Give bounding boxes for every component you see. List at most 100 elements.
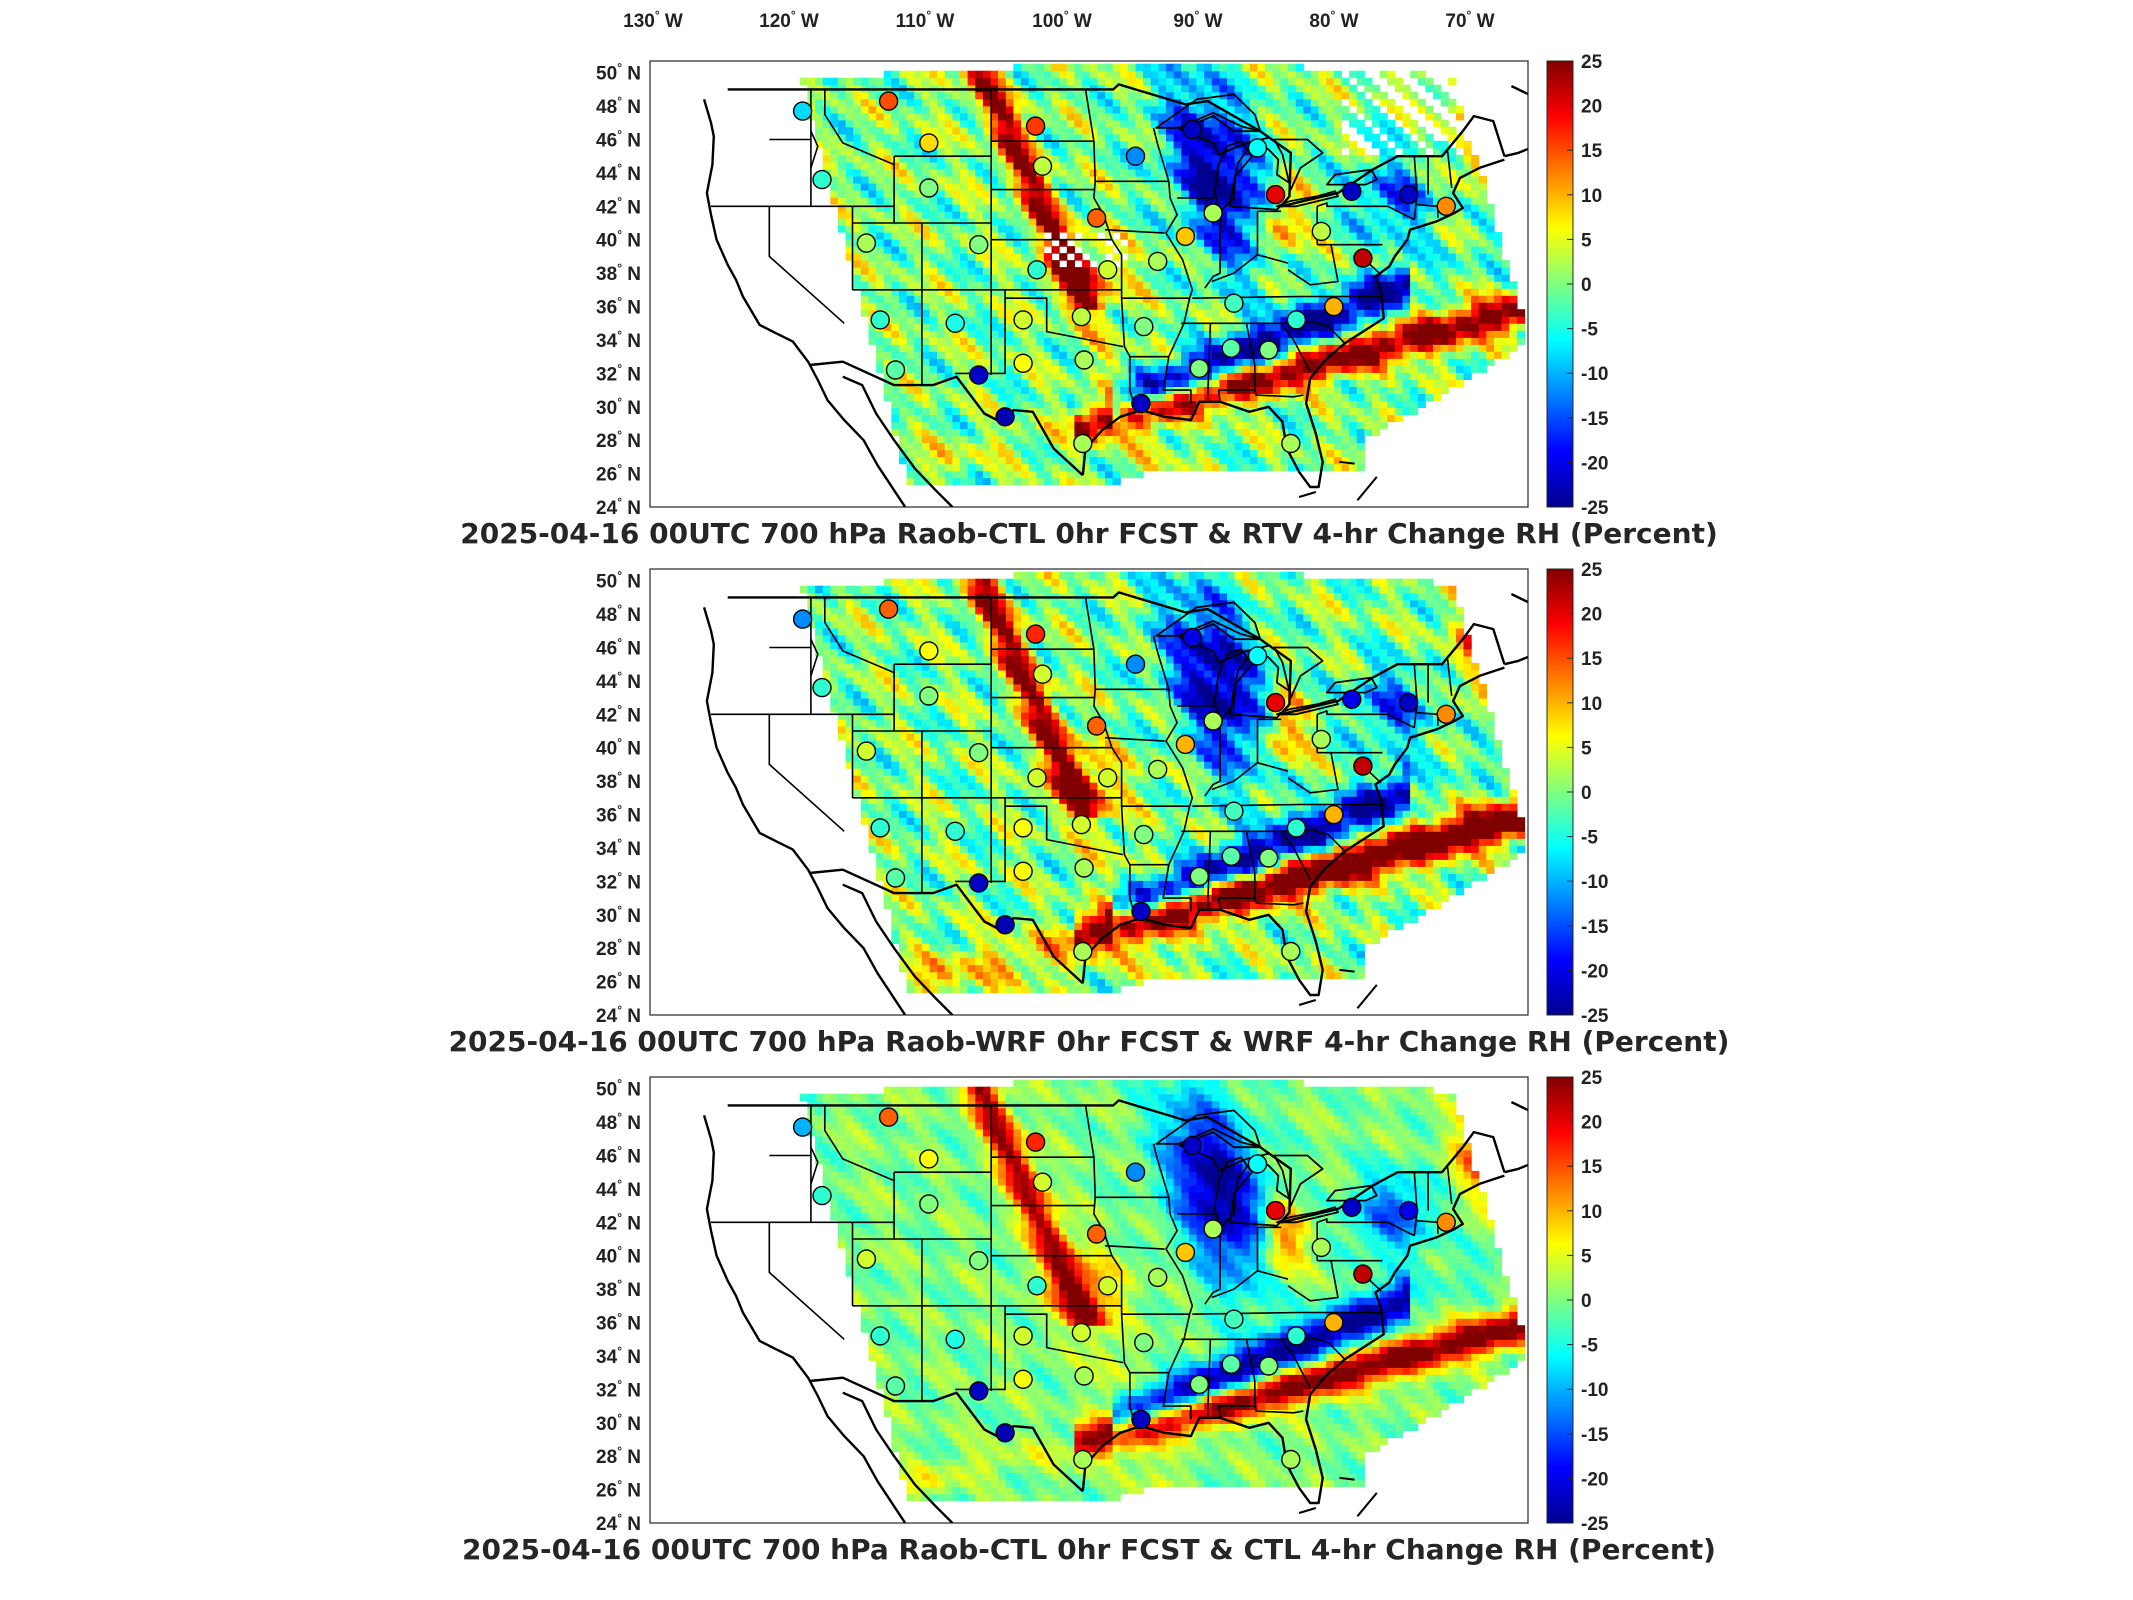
station-marker (1203, 203, 1223, 223)
station-marker (1189, 358, 1210, 379)
station-marker (919, 1149, 939, 1169)
lat-label-42: 42° N (596, 194, 641, 218)
station-marker (1086, 716, 1107, 736)
lat-label-42: 42° N (596, 1210, 641, 1234)
station-marker (1131, 393, 1151, 414)
station-marker (1224, 293, 1244, 313)
station-marker (919, 686, 939, 706)
colorbar-tick: 10 (1581, 694, 1602, 715)
lat-label-24: 24° N (596, 1511, 641, 1535)
station-marker (1398, 1200, 1419, 1221)
station-marker (1247, 646, 1268, 666)
map-area (650, 61, 1528, 507)
station-marker (812, 169, 832, 190)
station-marker (870, 1326, 890, 1346)
station-marker (1324, 804, 1344, 825)
colorbar-tick: 5 (1581, 1246, 1592, 1267)
colorbar-tick: -15 (1581, 1425, 1609, 1446)
station-marker (969, 365, 989, 385)
station-marker (969, 873, 989, 893)
station-marker (1189, 866, 1210, 887)
station-marker (1258, 340, 1279, 360)
station-marker (1071, 1322, 1092, 1343)
station-marker (1258, 1356, 1279, 1376)
station-marker (969, 1250, 989, 1271)
lat-label-46: 46° N (596, 128, 641, 152)
station-marker (812, 677, 832, 698)
station-marker (919, 641, 939, 661)
station-marker (1265, 1200, 1286, 1221)
lat-label-44: 44° N (596, 161, 641, 185)
lat-label-50: 50° N (596, 61, 641, 85)
map-boundaries (702, 591, 1528, 1015)
station-marker (1398, 184, 1419, 205)
station-marker (1398, 692, 1419, 713)
lon-label-120: 120° W (759, 8, 819, 32)
station-marker (1071, 814, 1092, 835)
station-marker (919, 133, 939, 153)
lon-label-110: 110° W (896, 8, 955, 32)
station-marker (1013, 353, 1033, 373)
colorbar-tick: 5 (1581, 230, 1592, 251)
station-marker (1013, 1369, 1033, 1390)
panel-title: 2025-04-16 00UTC 700 hPa Raob-CTL 0hr FC… (462, 1533, 1716, 1566)
colorbar-tick: 20 (1581, 1113, 1602, 1134)
lat-label-32: 32° N (596, 1377, 641, 1401)
lat-label-48: 48° N (596, 602, 641, 626)
lat-labels: 50° N 48° N 46° N 44° N 42° N 40° N 38° N 36° N… (596, 61, 641, 519)
colorbar-tick: -20 (1581, 961, 1608, 982)
colorbar-tick: 0 (1581, 783, 1592, 804)
station-marker (1125, 1162, 1146, 1182)
colorbar-tick: -20 (1581, 1469, 1608, 1490)
station-marker (1286, 1326, 1307, 1346)
panel-2: 50° N 48° N 46° N 44° N 42° N 40° N 38° N 36° N… (449, 560, 1730, 1058)
lat-label-24: 24° N (596, 495, 641, 519)
station-marker (945, 821, 965, 841)
station-marker (1182, 627, 1203, 648)
station-marker (1311, 1237, 1332, 1258)
station-marker (1175, 226, 1196, 247)
panels: 50° N 48° N 46° N 44° N 42° N 40° N 38° N 36° N… (449, 52, 1730, 1566)
station-marker (1175, 1242, 1196, 1263)
station-marker (1074, 350, 1094, 370)
lat-label-36: 36° N (596, 295, 641, 319)
station-marker (1286, 310, 1307, 330)
station-marker (1025, 116, 1046, 136)
lat-label-46: 46° N (596, 636, 641, 660)
lat-label-26: 26° N (596, 1478, 641, 1502)
station-marker (885, 868, 906, 888)
station-marker (1027, 260, 1047, 280)
station-marker (1131, 1409, 1151, 1430)
station-marker (1032, 1172, 1053, 1192)
station-marker (1027, 1276, 1047, 1296)
station-marker (1224, 801, 1244, 821)
lat-label-36: 36° N (596, 803, 641, 827)
station-marker (1097, 260, 1118, 280)
colorbar-tick: 20 (1581, 97, 1602, 118)
station-marker (1182, 119, 1203, 140)
station-marker (1311, 221, 1332, 242)
lat-label-38: 38° N (596, 769, 641, 793)
colorbar-tick: 25 (1581, 560, 1603, 581)
station-marker (870, 310, 890, 330)
lat-label-40: 40° N (596, 736, 641, 760)
panel-3: 50° N 48° N 46° N 44° N 42° N 40° N 38° N 36° N… (462, 1068, 1716, 1566)
station-marker (995, 1423, 1015, 1443)
station-marker (1073, 433, 1093, 454)
station-marker (1073, 941, 1093, 962)
lat-label-44: 44° N (596, 1177, 641, 1201)
station-marker (1203, 1219, 1223, 1239)
station-marker (995, 407, 1015, 427)
station-marker (1134, 316, 1154, 337)
station-marker (1281, 941, 1301, 962)
station-marker (1221, 338, 1241, 358)
station-marker (792, 101, 813, 121)
station-marker (878, 599, 899, 619)
lat-label-34: 34° N (596, 836, 641, 860)
lat-label-32: 32° N (596, 869, 641, 893)
map-frame (649, 568, 1529, 1016)
station-marker (1073, 1449, 1093, 1470)
station-marker (1311, 729, 1332, 750)
